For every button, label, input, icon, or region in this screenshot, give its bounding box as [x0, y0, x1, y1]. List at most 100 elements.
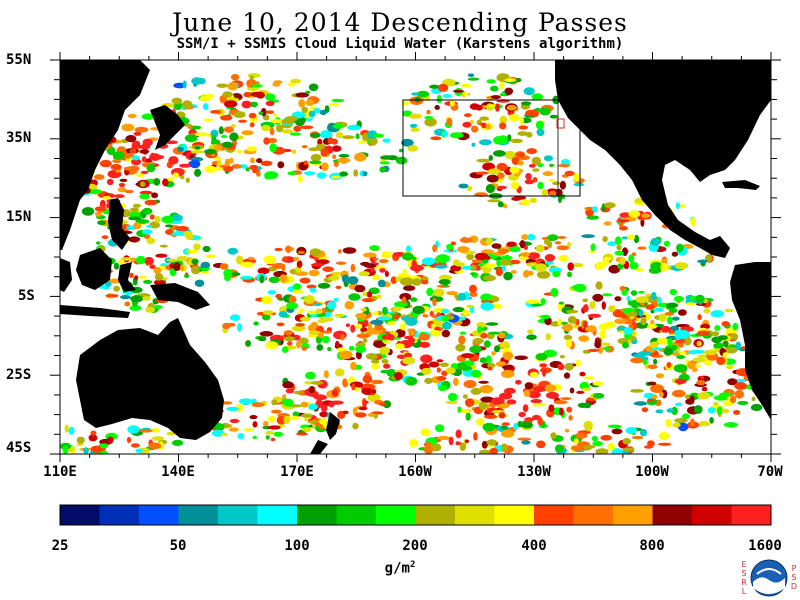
cloud-cell	[309, 248, 322, 256]
cloud-cell	[173, 82, 186, 89]
cloud-cell	[265, 435, 270, 440]
cloud-cell	[146, 163, 156, 173]
cloud-cell	[218, 126, 224, 135]
cloud-cell	[438, 279, 451, 285]
cloud-cell	[666, 302, 679, 309]
map-area	[60, 60, 771, 454]
cloud-cell	[289, 415, 300, 420]
cloud-cell	[335, 285, 342, 289]
cloud-cell	[571, 263, 584, 268]
cloud-cell	[94, 211, 103, 217]
cloud-cell	[347, 124, 361, 131]
cloud-cell	[224, 158, 231, 167]
cloud-cell	[409, 123, 418, 128]
cloud-cell	[350, 263, 356, 273]
units-text: g/m	[384, 560, 410, 577]
cloud-cell	[458, 335, 466, 345]
cloud-cell	[246, 146, 257, 152]
cloud-cell	[153, 279, 166, 286]
cloud-cell	[499, 81, 505, 90]
cloud-cell	[726, 365, 734, 370]
cloud-cell	[194, 168, 202, 177]
lon-label-110e: 110E	[43, 464, 77, 480]
cloud-cell	[467, 77, 480, 81]
cloud-cell	[531, 156, 542, 166]
cloud-cell	[707, 407, 716, 414]
cloud-cell	[182, 100, 193, 109]
cloud-cell	[712, 331, 720, 337]
cloud-cell	[434, 326, 441, 331]
cloud-cell	[543, 238, 551, 245]
cloud-cell	[675, 339, 686, 344]
cloud-cell	[255, 91, 265, 99]
cloud-cell	[592, 206, 598, 213]
cloud-cell	[347, 276, 359, 285]
cloud-cell	[465, 398, 475, 407]
cloud-cell	[161, 215, 174, 224]
cloud-cell	[519, 240, 526, 249]
cloud-cell	[213, 145, 223, 151]
cloud-cell	[521, 421, 533, 429]
cloud-cell	[582, 349, 590, 354]
cloud-cell	[477, 326, 482, 333]
cloud-cell	[678, 309, 687, 316]
cloud-cell	[614, 318, 627, 325]
cloud-cell	[515, 379, 522, 385]
cloud-cell	[669, 288, 677, 296]
cloud-cell	[377, 279, 386, 288]
cloud-cell	[635, 296, 649, 303]
cloud-cell	[319, 411, 329, 418]
cloud-cell	[586, 397, 595, 402]
cloud-cell	[282, 398, 294, 407]
cloud-cell	[462, 121, 472, 128]
cloud-cell	[272, 82, 281, 87]
cloud-cell	[751, 396, 756, 402]
cloud-cell	[722, 352, 729, 357]
cloud-cell	[300, 401, 309, 408]
cloud-cell	[96, 241, 101, 245]
cloud-cell	[300, 413, 313, 418]
cloud-cell	[263, 255, 276, 265]
cloud-cell	[265, 100, 275, 107]
cloud-cell	[331, 98, 345, 103]
cloud-cell	[269, 143, 278, 153]
cloud-cell	[203, 118, 214, 122]
cloud-cell	[615, 424, 620, 430]
cloud-cell	[177, 146, 185, 152]
cloud-cell	[534, 107, 541, 112]
cloud-cell	[557, 318, 562, 326]
cloud-cell	[628, 254, 635, 263]
cloud-cell	[671, 251, 679, 257]
cloud-cell	[566, 406, 573, 413]
cloud-cell	[565, 309, 579, 314]
cloud-cell	[123, 209, 131, 217]
cloud-cell	[230, 272, 241, 276]
cloud-cell	[321, 336, 330, 344]
cloud-cell	[370, 267, 375, 272]
cloud-cell	[491, 243, 502, 249]
cloud-cell	[141, 156, 147, 163]
cloud-cell	[493, 150, 506, 157]
cloud-cell	[328, 401, 335, 408]
cloud-cell	[487, 366, 493, 371]
cloud-cell	[223, 268, 233, 278]
cloud-cell	[676, 329, 690, 339]
cloud-cell	[342, 378, 348, 388]
colorbar	[59, 504, 772, 526]
cloud-cell	[729, 395, 737, 404]
cloud-cell	[129, 272, 134, 278]
cloud-cell	[257, 166, 262, 171]
cloud-cell	[262, 420, 269, 428]
cloud-cell	[271, 399, 278, 406]
cloud-cell	[348, 345, 355, 351]
cloud-cell	[64, 424, 69, 433]
cloud-cell	[470, 387, 482, 395]
cloud-cell	[713, 401, 719, 406]
cloud-cell	[142, 229, 153, 235]
cloud-cell	[153, 178, 161, 186]
cloud-cell	[320, 148, 329, 157]
cloud-cell	[607, 241, 617, 247]
cloud-cell	[418, 333, 430, 341]
cloud-cell	[524, 179, 534, 185]
cloud-cell	[750, 403, 763, 412]
